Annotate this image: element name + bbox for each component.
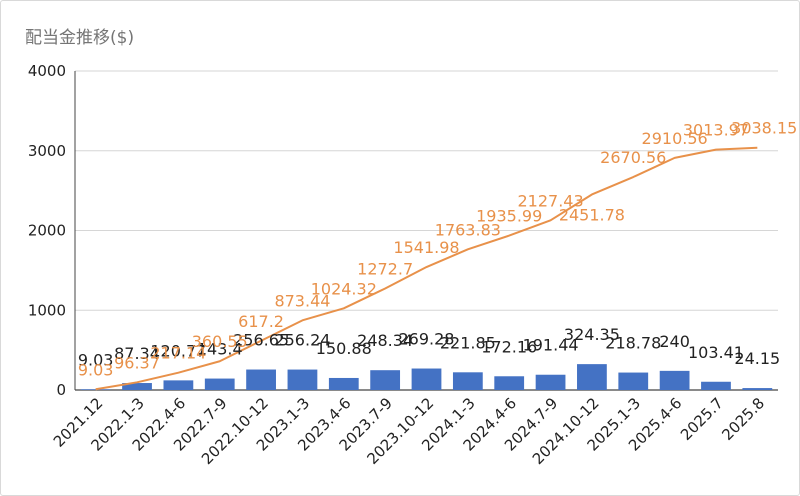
- line-data-label: 3038.15: [731, 119, 797, 138]
- bar-data-label: 103.41: [688, 343, 744, 362]
- bar: [742, 388, 773, 390]
- line-data-label: 2670.56: [600, 148, 666, 167]
- line-data-label: 1935.99: [476, 207, 542, 226]
- line-data-label: 360.55: [192, 332, 248, 351]
- y-tick-label: 0: [56, 381, 66, 399]
- bar-data-label: 269.28: [399, 330, 455, 349]
- bar-data-label: 191.44: [523, 336, 579, 355]
- data-labels: 9.03 87.34120.77143.4256.65256.24150.8824…: [78, 119, 797, 380]
- bar-data-label: 256.24: [274, 331, 330, 350]
- x-tick-labels: 2021.122022.1-32022.4-62022.7-92022.10-1…: [50, 394, 768, 468]
- line-data-label: 96.37: [114, 353, 160, 372]
- line-data-label: 1024.32: [311, 279, 377, 298]
- bar: [494, 376, 525, 390]
- bar: [701, 381, 731, 390]
- line-data-label: 3013.97: [683, 121, 749, 140]
- bar: [452, 372, 483, 390]
- bar: [287, 369, 318, 390]
- line-data-label: 9.03: [78, 360, 114, 379]
- bar-data-label: 24.15: [734, 349, 780, 368]
- bar: [370, 370, 401, 390]
- bar: [411, 368, 442, 390]
- line-data-label: 1763.83: [435, 220, 501, 239]
- bar: [246, 369, 276, 390]
- bar-data-label: 87.34: [114, 344, 160, 363]
- bar-data-label: 143.4: [197, 340, 243, 359]
- bar-data-label: 9.03: [78, 350, 114, 369]
- line-data-label: 217.14: [150, 344, 206, 363]
- line-data-label: 2910.56: [642, 129, 708, 148]
- y-tick-label: 2000: [28, 222, 66, 240]
- bar: [535, 374, 566, 390]
- bar: [618, 372, 649, 390]
- line-data-label: 2451.78: [559, 205, 625, 224]
- x-tick-label: 2025.7: [677, 394, 727, 444]
- cumulative-line-series: [95, 146, 758, 391]
- line-data-label: 1272.7: [357, 260, 413, 279]
- bar: [80, 389, 111, 390]
- line-data-label: 873.44: [274, 291, 330, 310]
- bar: [577, 364, 607, 390]
- bar-data-label: 240: [659, 332, 690, 351]
- bar: [659, 370, 690, 390]
- y-tick-label: 1000: [28, 301, 66, 319]
- bar: [163, 380, 194, 390]
- line-data-label: 617.2: [238, 312, 284, 331]
- bar-data-label: 221.85: [440, 333, 496, 352]
- y-tick-label: 3000: [28, 142, 66, 160]
- bar: [122, 383, 152, 390]
- bar-data-label: 248.34: [357, 331, 413, 350]
- cumulative-line: [95, 146, 758, 391]
- y-tick-label: 4000: [28, 62, 66, 80]
- bar-data-label: 172.16: [481, 337, 537, 356]
- line-data-label: 1541.98: [393, 238, 459, 257]
- bar-data-label: 324.35: [564, 325, 620, 344]
- bar-series: [80, 364, 773, 390]
- bar: [328, 377, 359, 390]
- bar-data-label: 256.65: [233, 331, 289, 350]
- bar-data-label: 120.77: [150, 341, 206, 360]
- chart-title: 配当金推移($): [25, 28, 135, 48]
- bar-data-label: 150.88: [316, 339, 372, 358]
- x-tick-label: 2025.8: [718, 394, 768, 444]
- gridlines: [75, 70, 778, 311]
- bar: [204, 378, 235, 390]
- bar-data-label: 218.78: [605, 334, 661, 353]
- line-data-label: 2127.43: [517, 191, 583, 210]
